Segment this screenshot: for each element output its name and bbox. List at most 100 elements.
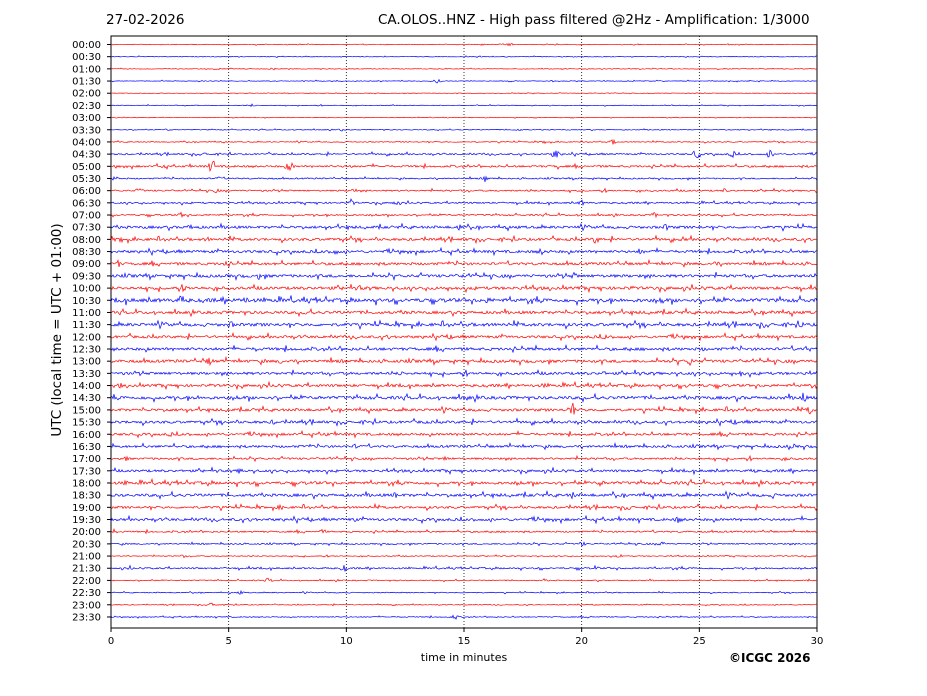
x-tick-label: 15 bbox=[458, 636, 471, 647]
trace-05-00 bbox=[110, 160, 818, 173]
y-tick-label: 01:30 bbox=[72, 77, 101, 88]
trace-16-00 bbox=[110, 429, 818, 439]
y-tick-label: 12:00 bbox=[72, 332, 101, 343]
trace-11-00 bbox=[110, 307, 818, 318]
trace-13-00 bbox=[110, 355, 818, 367]
trace-13-30 bbox=[110, 369, 818, 379]
y-tick-label: 23:30 bbox=[72, 612, 101, 623]
y-tick-label: 16:30 bbox=[72, 442, 101, 453]
y-tick-label: 06:30 bbox=[72, 198, 101, 209]
y-tick-label: 15:00 bbox=[72, 405, 101, 416]
y-tick-label: 18:00 bbox=[72, 478, 101, 489]
trace-02-30 bbox=[110, 103, 818, 108]
trace-09-30 bbox=[110, 271, 818, 282]
y-tick-label: 07:00 bbox=[72, 211, 101, 222]
y-tick-label: 09:00 bbox=[72, 259, 101, 270]
y-tick-label: 05:00 bbox=[72, 162, 101, 173]
y-tick-label: 21:30 bbox=[72, 564, 101, 575]
trace-00-00 bbox=[110, 42, 818, 47]
y-tick-label: 17:30 bbox=[72, 466, 101, 477]
x-tick-label: 10 bbox=[340, 636, 353, 647]
trace-18-00 bbox=[110, 477, 818, 488]
trace-12-00 bbox=[110, 331, 818, 342]
trace-21-00 bbox=[110, 553, 818, 559]
trace-19-30 bbox=[110, 514, 818, 525]
y-tick-label: 22:30 bbox=[72, 588, 101, 599]
trace-00-30 bbox=[110, 55, 818, 59]
x-tick-label: 20 bbox=[575, 636, 588, 647]
trace-07-30 bbox=[110, 222, 818, 232]
y-tick-label: 17:00 bbox=[72, 454, 101, 465]
trace-15-30 bbox=[110, 417, 818, 427]
trace-06-00 bbox=[110, 187, 818, 194]
y-tick-label: 02:30 bbox=[72, 101, 101, 112]
trace-08-30 bbox=[110, 246, 818, 257]
y-tick-label: 04:30 bbox=[72, 150, 101, 161]
trace-12-30 bbox=[110, 344, 818, 354]
y-tick-label: 19:30 bbox=[72, 515, 101, 526]
trace-01-30 bbox=[110, 78, 818, 84]
y-tick-label: 03:30 bbox=[72, 125, 101, 136]
trace-02-00 bbox=[110, 92, 818, 95]
y-tick-label: 02:00 bbox=[72, 89, 101, 100]
y-tick-label: 03:00 bbox=[72, 113, 101, 124]
y-tick-label: 07:30 bbox=[72, 223, 101, 234]
trace-14-00 bbox=[110, 380, 818, 391]
trace-09-00 bbox=[110, 258, 818, 268]
y-tick-label: 08:30 bbox=[72, 247, 101, 258]
y-tick-label: 13:30 bbox=[72, 369, 101, 380]
y-tick-label: 10:00 bbox=[72, 284, 101, 295]
y-tick-label: 08:00 bbox=[72, 235, 101, 246]
y-tick-label: 04:00 bbox=[72, 137, 101, 148]
trace-10-00 bbox=[110, 283, 818, 294]
y-tick-label: 15:30 bbox=[72, 418, 101, 429]
trace-03-00 bbox=[110, 116, 818, 119]
trace-11-30 bbox=[110, 319, 818, 331]
trace-17-30 bbox=[110, 466, 818, 476]
y-tick-label: 20:30 bbox=[72, 539, 101, 550]
x-tick-label: 30 bbox=[811, 636, 824, 647]
y-tick-label: 01:00 bbox=[72, 64, 101, 75]
copyright-label: ©ICGC 2026 bbox=[729, 651, 811, 665]
trace-10-30 bbox=[110, 294, 818, 307]
trace-22-30 bbox=[110, 589, 818, 595]
x-tick-label: 5 bbox=[225, 636, 231, 647]
x-axis-label: time in minutes bbox=[420, 651, 508, 664]
y-tick-label: 05:30 bbox=[72, 174, 101, 185]
x-tick-label: 25 bbox=[693, 636, 706, 647]
y-tick-label: 22:00 bbox=[72, 576, 101, 587]
trace-05-30 bbox=[110, 175, 818, 183]
y-tick-label: 00:00 bbox=[72, 40, 101, 51]
trace-23-30 bbox=[110, 614, 818, 620]
y-tick-label: 06:00 bbox=[72, 186, 101, 197]
y-tick-label: 14:00 bbox=[72, 381, 101, 392]
trace-22-00 bbox=[110, 577, 818, 583]
trace-20-30 bbox=[110, 541, 818, 547]
trace-08-00 bbox=[110, 234, 818, 245]
y-tick-label: 11:30 bbox=[72, 320, 101, 331]
trace-16-30 bbox=[110, 441, 818, 451]
y-tick-label: 11:00 bbox=[72, 308, 101, 319]
y-tick-label: 12:30 bbox=[72, 345, 101, 356]
y-tick-label: 00:30 bbox=[72, 52, 101, 63]
trace-23-00 bbox=[110, 602, 818, 607]
trace-19-00 bbox=[110, 502, 818, 512]
y-tick-label: 19:00 bbox=[72, 503, 101, 514]
trace-17-00 bbox=[110, 454, 818, 463]
y-tick-label: 10:30 bbox=[72, 296, 101, 307]
y-tick-label: 21:00 bbox=[72, 552, 101, 563]
trace-20-00 bbox=[110, 528, 818, 535]
y-tick-label: 18:30 bbox=[72, 491, 101, 502]
y-tick-label: 09:30 bbox=[72, 271, 101, 282]
x-tick-label: 0 bbox=[108, 636, 114, 647]
y-tick-label: 13:00 bbox=[72, 357, 101, 368]
y-tick-label: 16:00 bbox=[72, 430, 101, 441]
trace-03-30 bbox=[110, 128, 818, 132]
trace-06-30 bbox=[110, 198, 818, 207]
trace-04-00 bbox=[110, 138, 818, 145]
plot-frame bbox=[110, 35, 818, 629]
trace-07-00 bbox=[110, 211, 818, 219]
trace-14-30 bbox=[110, 392, 818, 403]
trace-18-30 bbox=[110, 489, 818, 501]
